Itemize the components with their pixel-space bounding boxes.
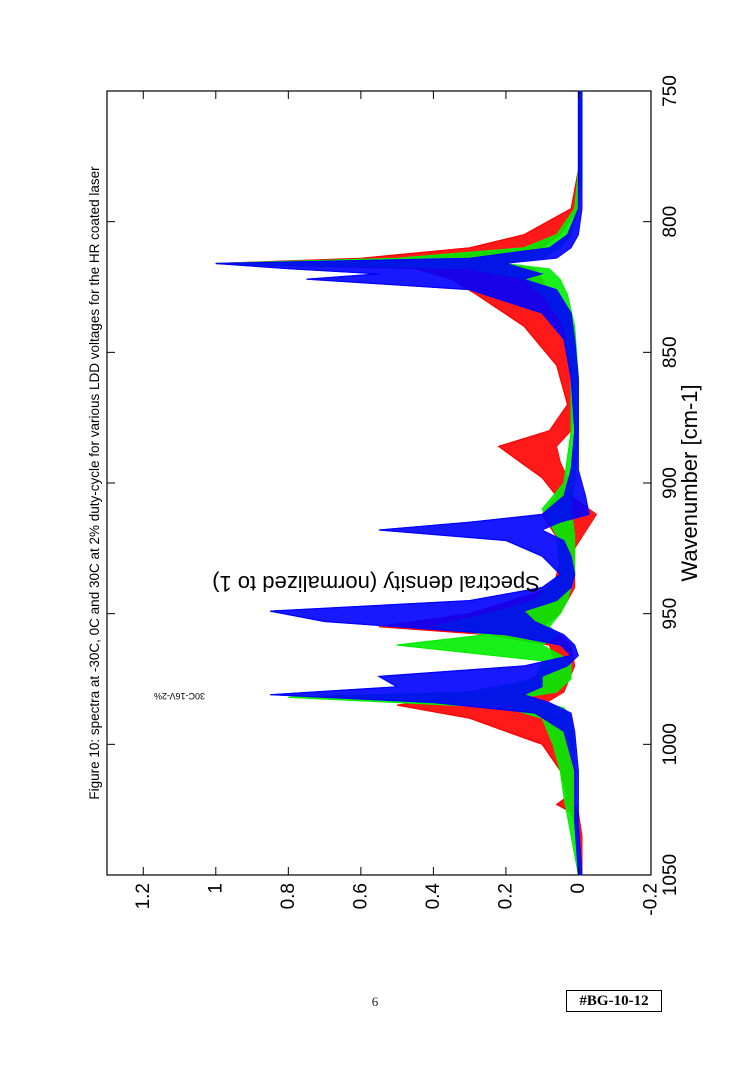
chart-title: Figure 10: spectra at -30C, 0C and 30C a…: [87, 166, 102, 800]
series-band-0: [215, 90, 598, 876]
series-line-0: [215, 91, 580, 875]
y-tick-label: 1.2: [133, 883, 154, 909]
x-tick-label: 1000: [660, 723, 681, 765]
series-line-2: [215, 91, 580, 876]
y-tick-label: 0: [568, 883, 589, 894]
series-layer: [215, 90, 598, 876]
x-tick-label: 950: [660, 598, 681, 630]
y-axis-label: Spectral density (normalized to 1): [212, 571, 540, 596]
peak-annotation: 30C-16V-2%: [154, 691, 205, 701]
y-tick-label: 0.4: [423, 883, 444, 910]
ticks-layer: 750 800 850 900 950 1000 1050-0.2 0 0.2 0.4 0.6 0.8…: [107, 75, 681, 916]
x-tick-label: 900: [660, 467, 681, 499]
x-axis-label: Wavenumber [cm-1]: [677, 384, 702, 581]
x-tick-label: 1050: [660, 854, 681, 896]
y-tick-label: -0.2: [641, 883, 662, 916]
series-band-2: [215, 90, 590, 876]
y-tick-label: 0.8: [278, 883, 299, 909]
x-tick-label: 800: [660, 206, 681, 238]
series-line-1: [215, 91, 580, 876]
y-tick-label: 1: [205, 883, 226, 894]
series-band-1: [215, 90, 583, 876]
document-id: #BG-10-12: [566, 990, 662, 1012]
page-number: 6: [371, 994, 379, 1009]
y-tick-label: 0.6: [350, 883, 371, 909]
y-tick-label: 0.2: [495, 883, 516, 909]
x-tick-label: 750: [660, 75, 681, 107]
x-tick-label: 850: [660, 336, 681, 368]
